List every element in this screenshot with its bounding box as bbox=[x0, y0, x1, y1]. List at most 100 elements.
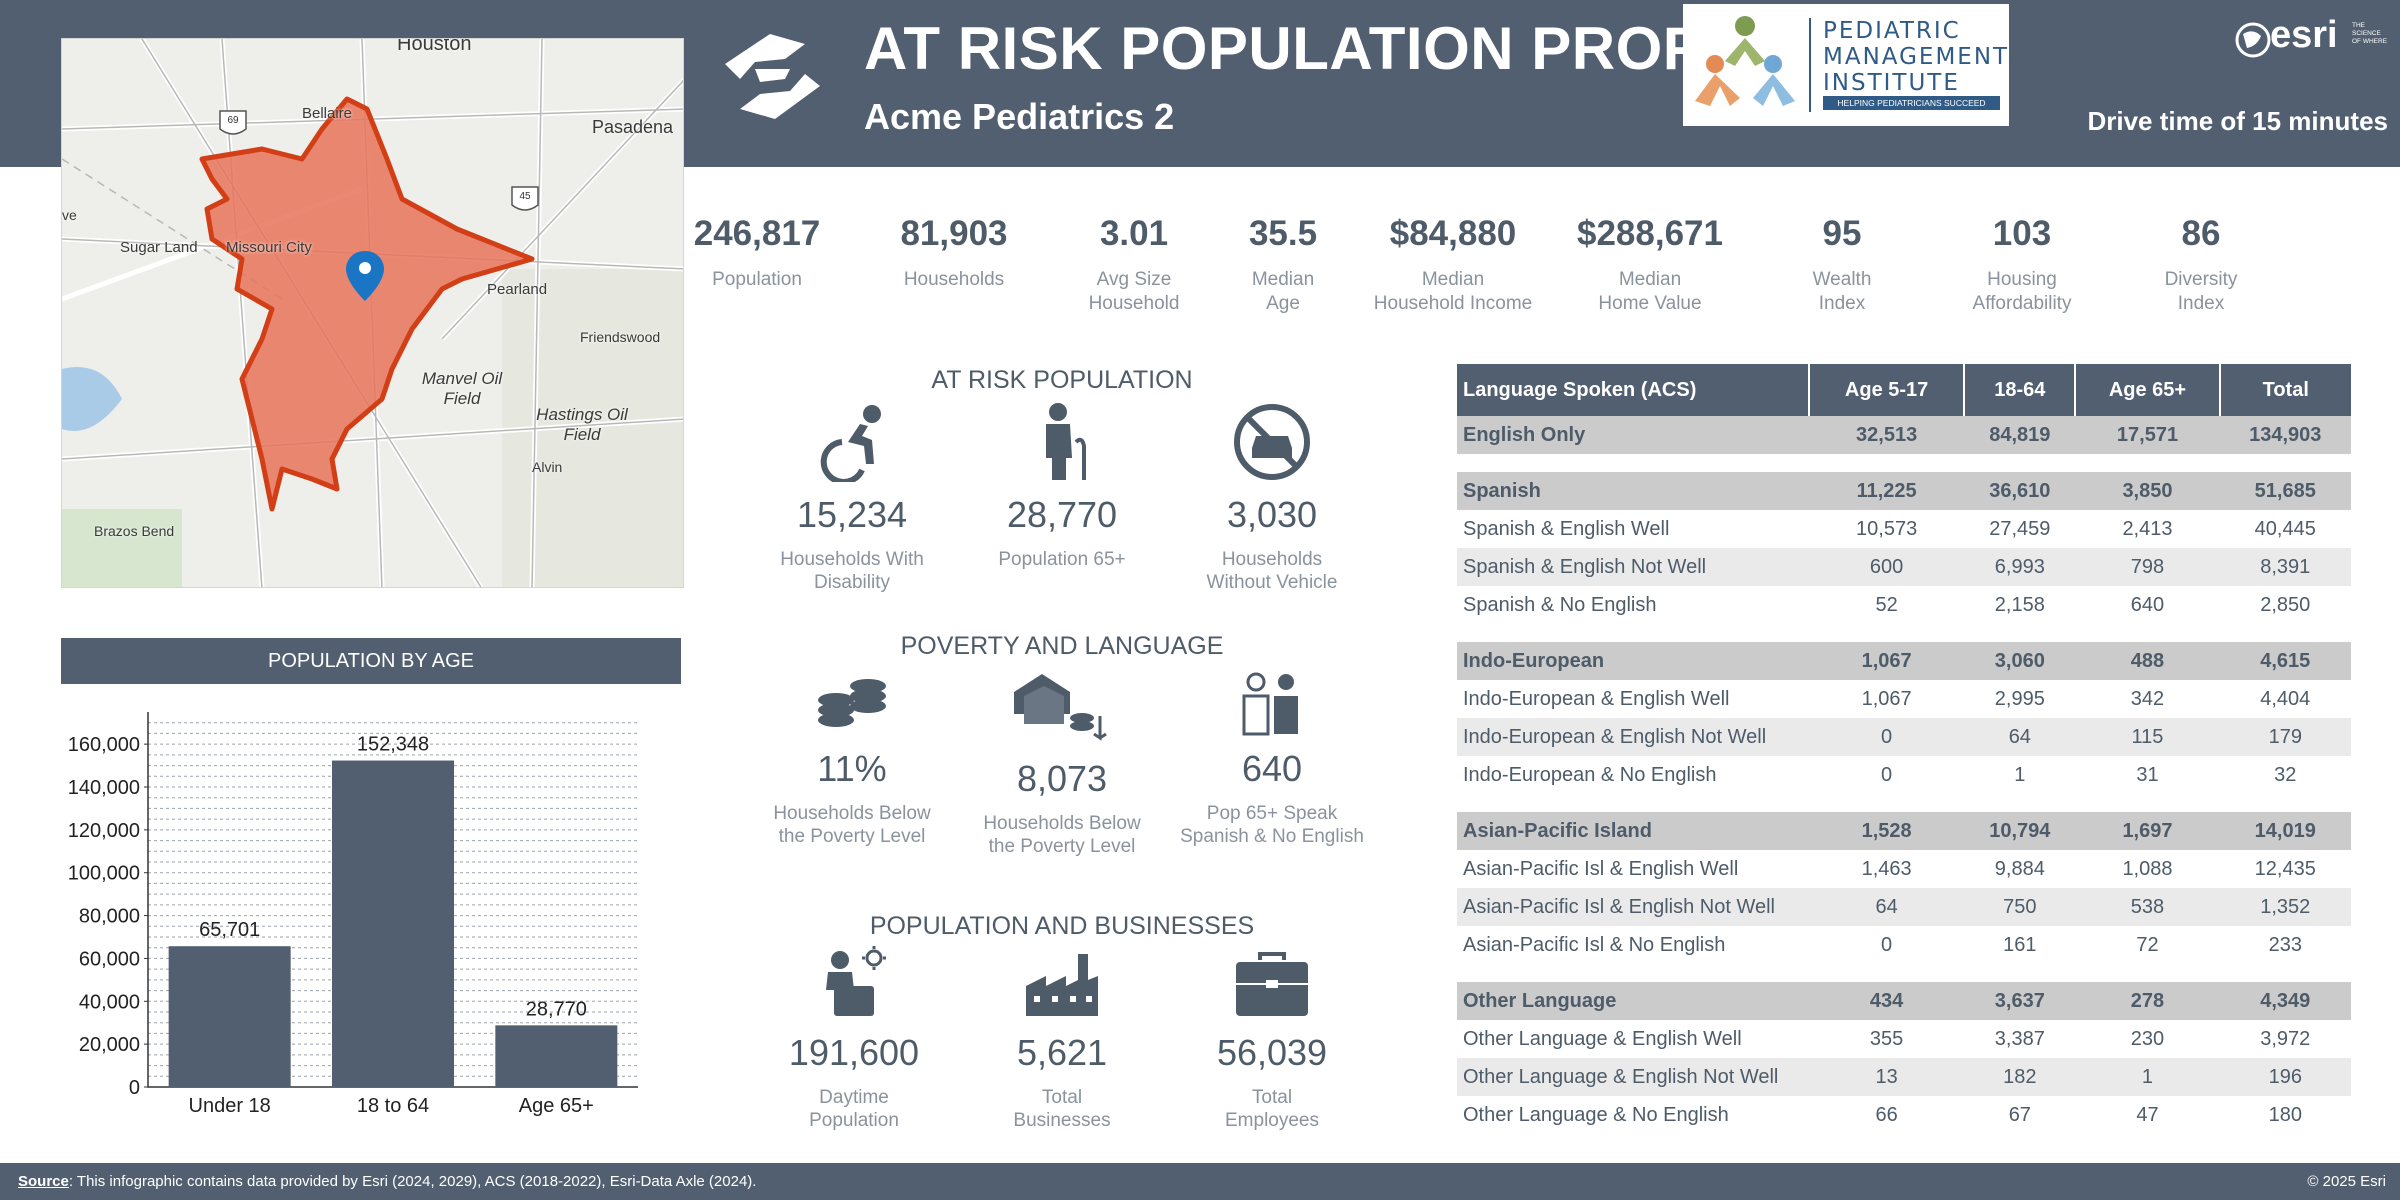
table-cell: 4,349 bbox=[2219, 982, 2351, 1020]
y-tick-label: 100,000 bbox=[68, 863, 140, 885]
table-cell: 6,993 bbox=[1964, 548, 2076, 586]
map-label: Sugar Land bbox=[120, 239, 198, 256]
row-label: English Only bbox=[1457, 416, 1809, 454]
poverty-section-title: POVERTY AND LANGUAGE bbox=[900, 632, 1224, 660]
stat-total-employees: 56,039 Total Employees bbox=[1172, 946, 1372, 1132]
table-cell: 1,697 bbox=[2075, 812, 2220, 850]
table-cell: 434 bbox=[1809, 982, 1965, 1020]
row-label: Spanish bbox=[1457, 472, 1809, 510]
table-cell: 3,060 bbox=[1964, 642, 2076, 680]
stat-label: Total Businesses bbox=[1013, 1087, 1111, 1131]
table-cell: 72 bbox=[2136, 933, 2159, 956]
table-cell: 1,528 bbox=[1809, 812, 1965, 850]
table-row: Indo-European & No English 0 1 31 32 bbox=[1457, 756, 2351, 794]
table-row: Asian-Pacific Isl & English Well 1,463 9,8… bbox=[1457, 850, 2351, 888]
coins-icon bbox=[818, 679, 886, 727]
partner-logo: PEDIATRIC MANAGEMENT INSTITUTE HELPING P… bbox=[1683, 4, 2009, 126]
row-label: Other Language & No English bbox=[1463, 1103, 1729, 1126]
row-label: Indo-European bbox=[1457, 642, 1809, 680]
highway-shield-label: 45 bbox=[519, 191, 531, 202]
source-text: : This infographic contains data provide… bbox=[68, 1173, 757, 1190]
table-spacer bbox=[1457, 624, 2351, 642]
stat-no-vehicle: 3,030 Households Without Vehicle bbox=[1172, 402, 1372, 594]
worker-briefcase-icon bbox=[826, 946, 886, 1016]
copyright: © 2025 Esri bbox=[2307, 1173, 2386, 1190]
table-cell: 2,995 bbox=[1994, 687, 2045, 710]
metric-value: 86 bbox=[2181, 214, 2221, 253]
highway-shield-label: 69 bbox=[227, 115, 239, 126]
elderly-person-icon bbox=[1046, 403, 1086, 480]
table-cell: 17,571 bbox=[2075, 416, 2220, 454]
drive-time-map[interactable]: Houston Bellaire Pasadena Sugar Land Missour… bbox=[61, 38, 684, 588]
metric-item: 246,817 Population bbox=[667, 214, 847, 292]
map-label: Missouri City bbox=[226, 239, 312, 256]
column-header: 18-64 bbox=[1964, 364, 2077, 416]
esri-globe-icon bbox=[2235, 22, 2271, 58]
business-section-title: POPULATION AND BUSINESSES bbox=[869, 912, 1255, 940]
briefcase-icon bbox=[1236, 952, 1308, 1016]
metric-value: 103 bbox=[1992, 214, 2052, 253]
metric-item: $288,671 Median Home Value bbox=[1560, 214, 1740, 316]
metric-label: Households bbox=[903, 269, 1005, 290]
table-row: Spanish & English Not Well 600 6,993 798 8,3… bbox=[1457, 548, 2351, 586]
stat-label: Daytime Population bbox=[809, 1087, 899, 1131]
table-cell: 182 bbox=[1964, 1058, 2076, 1096]
table-cell: 0 bbox=[1809, 718, 1965, 756]
partner-name-2: MANAGEMENT bbox=[1823, 44, 2010, 70]
stat-value: 56,039 bbox=[1216, 1032, 1328, 1073]
metric-item: $84,880 Median Household Income bbox=[1363, 214, 1543, 316]
metric-label: Median Household Income bbox=[1373, 269, 1533, 314]
map-label: Bellaire bbox=[302, 105, 353, 122]
esri-tagline: THE SCIENCE OF WHERE bbox=[2352, 22, 2388, 45]
table-row: Other Language & English Well 355 3,387 230… bbox=[1457, 1020, 2351, 1058]
population-by-age-chart: 0 20,000 40,000 60,000 80,000 100,000 120,000 1… bbox=[68, 712, 638, 1117]
table-cell: 84,819 bbox=[1964, 416, 2076, 454]
bar-data-label: 152,348 bbox=[357, 734, 429, 756]
table-cell: 161 bbox=[2003, 933, 2037, 956]
table-cell: 134,903 bbox=[2219, 416, 2351, 454]
table-cell: 1,352 bbox=[2219, 888, 2351, 926]
table-spacer bbox=[1457, 964, 2351, 982]
table-cell: 4,615 bbox=[2219, 642, 2351, 680]
metric-item: 95 Wealth Index bbox=[1752, 214, 1932, 316]
table-cell: 8,391 bbox=[2219, 548, 2351, 586]
partner-divider bbox=[1809, 18, 1811, 112]
age-chart-title: POPULATION BY AGE bbox=[61, 638, 681, 684]
metric-item: 81,903 Households bbox=[864, 214, 1044, 292]
table-cell: 1 bbox=[2014, 763, 2026, 786]
partner-name-1: PEDIATRIC bbox=[1823, 18, 1961, 44]
source-label: Source bbox=[18, 1173, 69, 1190]
metric-value: $84,880 bbox=[1389, 214, 1517, 253]
map-label: ve bbox=[62, 207, 77, 223]
table-body: English Only 32,513 84,819 17,571 134,903 Spa… bbox=[1457, 416, 2351, 1134]
column-header: Age 65+ bbox=[2075, 364, 2221, 416]
spacer-cell bbox=[1457, 454, 2351, 472]
table-row: Asian-Pacific Isl & English Not Well 64 75… bbox=[1457, 888, 2351, 926]
row-label: Other Language bbox=[1457, 982, 1809, 1020]
partner-figures-icon bbox=[1695, 16, 1795, 106]
metric-item: 3.01 Avg Size Household bbox=[1044, 214, 1224, 316]
metric-value: 3.01 bbox=[1099, 214, 1169, 253]
table-cell: 10,573 bbox=[1856, 517, 1918, 540]
table-cell: 180 bbox=[2268, 1103, 2302, 1126]
table-cell: 2,158 bbox=[1994, 593, 2045, 616]
table-category-row: English Only 32,513 84,819 17,571 134,903 bbox=[1457, 416, 2351, 454]
map-label: Pearland bbox=[487, 281, 548, 298]
table-cell: 27,459 bbox=[1989, 517, 2051, 540]
bar-data-label: 28,770 bbox=[526, 998, 587, 1020]
table-cell: 115 bbox=[2075, 718, 2220, 756]
table-cell: 32 bbox=[2274, 763, 2297, 786]
y-tick-label: 140,000 bbox=[68, 777, 140, 799]
y-tick-label: 120,000 bbox=[68, 820, 140, 842]
table-cell: 64 bbox=[1964, 718, 2076, 756]
map-label: Alvin bbox=[532, 459, 563, 475]
table-cell: 0 bbox=[1881, 763, 1893, 786]
table-cell: 538 bbox=[2075, 888, 2220, 926]
column-header: Total bbox=[2219, 364, 2351, 416]
table-spacer bbox=[1457, 454, 2351, 472]
stat-daytime-population: 191,600 Daytime Population bbox=[754, 946, 954, 1132]
metric-value: $288,671 bbox=[1577, 214, 1723, 253]
stat-poverty-households: 8,073 Households Below the Poverty Level bbox=[962, 672, 1162, 858]
table-cell: 798 bbox=[2075, 548, 2220, 586]
row-label: Asian-Pacific Island bbox=[1457, 812, 1809, 850]
